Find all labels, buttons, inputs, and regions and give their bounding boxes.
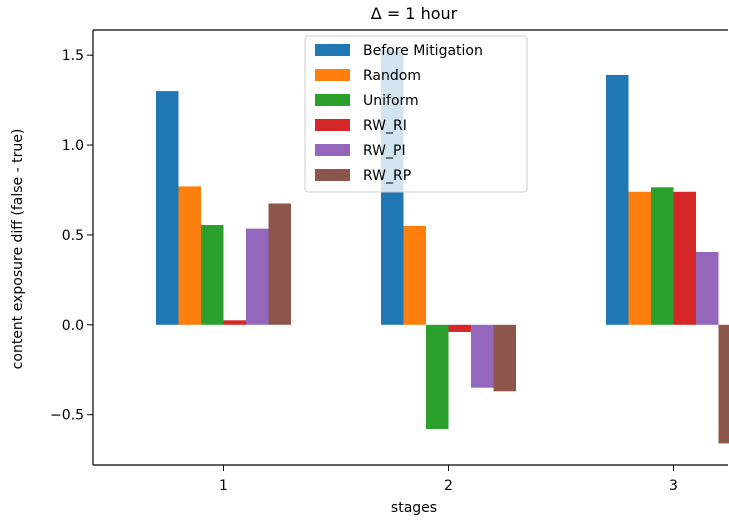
bar-rw-ri-stage-1 xyxy=(223,320,246,325)
bar-random-stage-3 xyxy=(628,191,651,325)
y-tick-label: 0.0 xyxy=(62,318,84,334)
bar-before-mitigation-stage-3 xyxy=(606,74,629,325)
legend-swatch xyxy=(315,44,350,56)
bars-group xyxy=(156,49,729,444)
y-tick-label: 0.5 xyxy=(62,228,84,244)
legend-swatch xyxy=(315,169,350,181)
y-tick-label: −0.5 xyxy=(50,408,84,424)
bar-rw-ri-stage-3 xyxy=(673,191,696,325)
bar-uniform-stage-1 xyxy=(201,225,224,325)
legend-box xyxy=(304,35,528,193)
y-axis-label: content exposure diff (false - true) xyxy=(10,129,26,370)
bar-rw-rp-stage-2 xyxy=(493,324,516,392)
legend-swatch xyxy=(315,94,350,106)
bar-rw-pi-stage-2 xyxy=(471,324,494,388)
x-tick-label: 2 xyxy=(444,478,453,494)
bar-rw-rp-stage-3 xyxy=(718,324,729,444)
y-tick-label: 1.5 xyxy=(62,48,84,64)
bar-uniform-stage-2 xyxy=(426,324,449,430)
axes-group xyxy=(92,29,728,466)
bar-rw-ri-stage-2 xyxy=(448,324,471,332)
legend-swatch xyxy=(315,69,350,81)
legend-label: Uniform xyxy=(363,93,419,109)
x-axis-label: stages xyxy=(391,500,437,516)
bar-rw-pi-stage-1 xyxy=(246,228,269,325)
bar-before-mitigation-stage-1 xyxy=(156,91,179,325)
legend-swatch xyxy=(315,119,350,131)
bar-random-stage-1 xyxy=(178,186,201,325)
ticks-group: −0.5 0.0 0.5 1.0 1.5 1 2 3 xyxy=(50,48,678,494)
legend: Before Mitigation Random Uniform RW_RI RW_PI… xyxy=(304,35,528,193)
x-tick-label: 3 xyxy=(669,478,678,494)
x-tick-label: 1 xyxy=(219,478,228,494)
legend-label: RW_PI xyxy=(363,143,406,159)
legend-label: RW_RP xyxy=(363,168,411,184)
bar-rw-pi-stage-3 xyxy=(696,251,719,325)
chart-title: Δ = 1 hour xyxy=(371,4,458,23)
bar-random-stage-2 xyxy=(403,225,426,325)
y-tick-label: 1.0 xyxy=(62,138,84,154)
legend-label: Before Mitigation xyxy=(363,43,483,59)
bar-rw-rp-stage-1 xyxy=(268,203,291,325)
legend-label: Random xyxy=(363,68,421,84)
legend-swatch xyxy=(315,144,350,156)
bar-uniform-stage-3 xyxy=(651,187,674,325)
legend-label: RW_RI xyxy=(363,118,407,134)
